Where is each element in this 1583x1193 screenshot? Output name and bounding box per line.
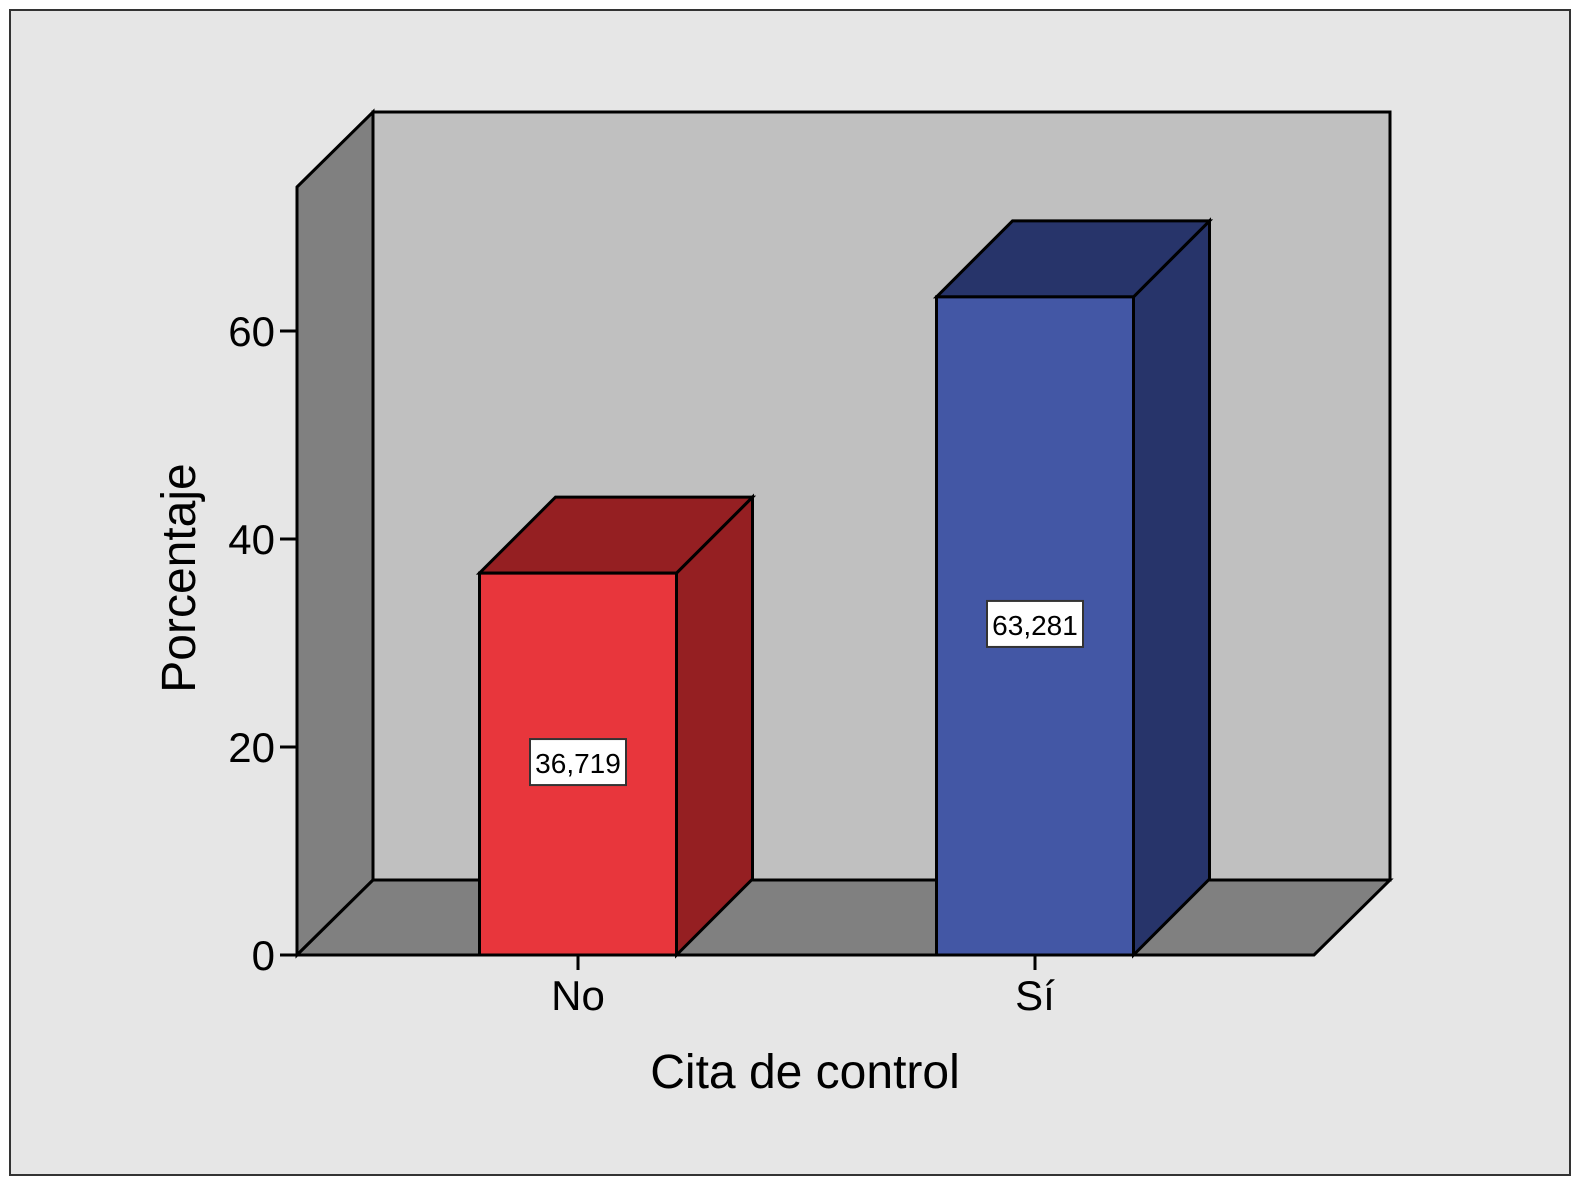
y-tick-label: 60 [228,308,275,355]
bar-side [1132,217,1211,959]
bar-side [675,493,754,959]
bar [475,493,757,959]
data-label-text: 36,719 [535,748,621,779]
data-label: 63,281 [986,599,1084,648]
category-label: Sí [1015,972,1055,1019]
y-tick-label: 40 [228,516,275,563]
bar [932,217,1214,959]
plot-floor [293,878,1394,957]
plot-side-wall [295,108,375,959]
data-label-box [529,738,627,787]
data-label-box [986,599,1084,648]
y-tick-label: 0 [252,932,275,979]
data-labels: 36,719 63,281 [529,599,1084,787]
y-axis: 0 20 40 60 [228,187,1314,979]
data-label: 36,719 [529,738,627,787]
y-tick-label: 20 [228,724,275,771]
category-labels: No Sí [551,955,1055,1019]
category-label: No [551,972,605,1019]
y-axis-title: Porcentaje [153,463,206,692]
data-label-text: 63,281 [992,610,1078,641]
x-axis-title: Cita de control [650,1046,960,1099]
